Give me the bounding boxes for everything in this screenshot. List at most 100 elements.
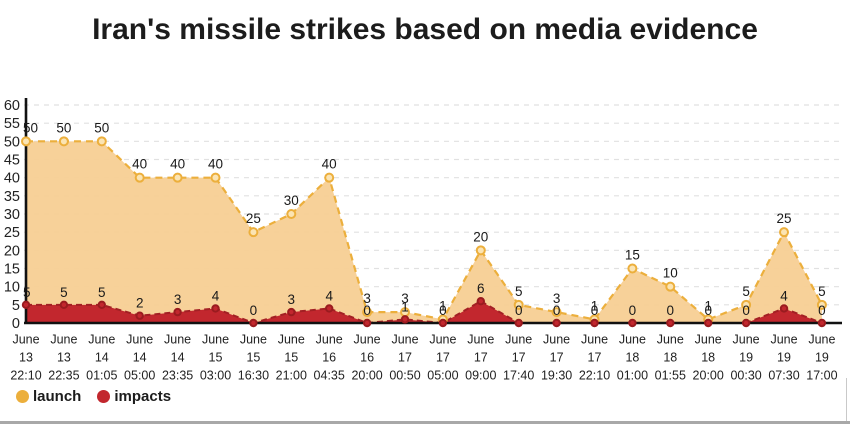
launch-data-point (816, 299, 827, 310)
impacts-data-point (666, 318, 675, 328)
x-tick-label: 16 (360, 351, 374, 365)
launch-value-label: 1 (704, 298, 712, 313)
x-tick-label: June (695, 333, 722, 347)
x-tick-label: 16:30 (238, 369, 269, 383)
x-tick-label: 05:00 (124, 369, 155, 383)
launch-legend-dot-icon (16, 390, 29, 403)
impacts-area (26, 301, 822, 323)
legend-item-impacts: impacts (97, 388, 171, 405)
legend-item-launch: launch (16, 388, 81, 405)
impacts-value-label: 0 (742, 303, 750, 318)
legend-impacts-label: impacts (114, 388, 172, 405)
x-tick-label: 19 (815, 351, 829, 365)
impacts-value-label: 0 (667, 303, 675, 318)
x-tick-label: 14 (171, 351, 185, 365)
impacts-data-point (135, 311, 144, 320)
legend: launch impacts (16, 388, 171, 405)
x-tick-label: June (467, 333, 494, 347)
x-tick-label: 23:35 (162, 369, 193, 383)
impacts-value-label: 5 (98, 285, 106, 300)
launch-line (26, 140, 823, 321)
impacts-value-label: 2 (136, 296, 144, 311)
launch-value-label: 50 (23, 120, 38, 135)
impacts-value-label: 4 (325, 288, 333, 303)
launch-data-point (172, 172, 183, 183)
x-axis-ticks: June 13 22:10 June 13 22:35 June 14 01:05 June 14 0… (10, 333, 837, 383)
launch-data-point (551, 307, 562, 318)
impacts-data-point (438, 318, 448, 328)
y-tick-label: 0 (12, 316, 20, 332)
launch-data-point (21, 136, 31, 147)
x-tick-label: 20:00 (693, 369, 724, 383)
impacts-value-label: 4 (780, 288, 788, 303)
impacts-value-label: 3 (288, 292, 296, 307)
x-tick-label: 13 (57, 351, 71, 365)
x-tick-label: 17 (398, 351, 412, 365)
x-tick-label: 17:40 (503, 369, 534, 383)
x-tick-label: June (240, 333, 267, 347)
launch-value-label: 40 (132, 157, 147, 172)
impacts-data-point (249, 318, 258, 328)
launch-value-label: 25 (776, 211, 791, 226)
y-tick-label: 60 (4, 98, 20, 114)
launch-value-label: 15 (625, 248, 640, 263)
impacts-data-point (628, 318, 637, 328)
y-tick-label: 45 (4, 153, 20, 169)
x-tick-label: 17 (512, 351, 526, 365)
impacts-value-label: 0 (553, 303, 561, 318)
launch-value-label: 30 (284, 193, 299, 208)
impacts-value-label: 6 (477, 281, 485, 296)
impacts-data-point (704, 318, 713, 328)
x-tick-label: 05:00 (427, 369, 458, 383)
x-tick-label: 18 (625, 351, 639, 365)
y-tick-label: 20 (4, 243, 20, 259)
x-tick-label: June (202, 333, 229, 347)
impacts-value-label: 0 (439, 303, 447, 318)
launch-value-label: 50 (94, 120, 109, 135)
launch-value-label: 25 (246, 211, 261, 226)
gridlines (24, 104, 842, 306)
launch-value-label: 3 (553, 291, 561, 306)
y-tick-label: 30 (4, 207, 20, 223)
launch-data-point (248, 227, 259, 238)
x-tick-label: June (164, 333, 191, 347)
x-tick-label: 09:00 (465, 369, 496, 383)
impacts-data-point (741, 318, 751, 328)
impacts-data-point (211, 304, 220, 313)
x-tick-label: June (657, 333, 684, 347)
launch-data-point (741, 299, 752, 310)
y-axis-ticks: 0 5 10 15 20 25 30 35 40 45 50 55 60 (4, 98, 20, 332)
x-tick-label: June (505, 333, 532, 347)
impacts-data-point (287, 307, 296, 317)
impacts-data-point (97, 300, 107, 310)
x-tick-label: June (50, 333, 77, 347)
y-tick-label: 5 (12, 298, 20, 314)
launch-value-label: 40 (208, 157, 223, 172)
x-tick-label: June (808, 333, 835, 347)
series-launch (26, 140, 823, 323)
x-tick-label: June (581, 333, 608, 347)
x-tick-label: June (733, 333, 760, 347)
x-tick-label: 01:00 (617, 369, 648, 383)
impacts-data-point (552, 318, 561, 328)
launch-data-point (513, 299, 524, 310)
launch-value-label: 5 (742, 284, 750, 299)
launch-data-point (627, 263, 638, 274)
x-tick-label: 01:05 (86, 369, 117, 383)
impacts-data-point (21, 300, 31, 310)
launch-data-point (779, 227, 789, 238)
x-tick-label: June (543, 333, 570, 347)
impacts-data-point (173, 307, 182, 317)
launch-data-point (362, 307, 373, 318)
impacts-value-label: 5 (60, 285, 68, 300)
y-tick-label: 50 (4, 134, 20, 150)
x-tick-label: 19 (777, 351, 791, 365)
x-tick-label: 17 (588, 351, 602, 365)
impacts-data-point (779, 304, 789, 313)
impacts-labels: 5 5 52 3 403 40 1 060 0 0 0 0 0 040 (23, 281, 826, 318)
x-tick-label: 20:00 (351, 369, 382, 383)
x-tick-label: 18 (663, 351, 677, 365)
launch-data-point (324, 172, 335, 183)
x-tick-label: 00:50 (389, 369, 420, 383)
